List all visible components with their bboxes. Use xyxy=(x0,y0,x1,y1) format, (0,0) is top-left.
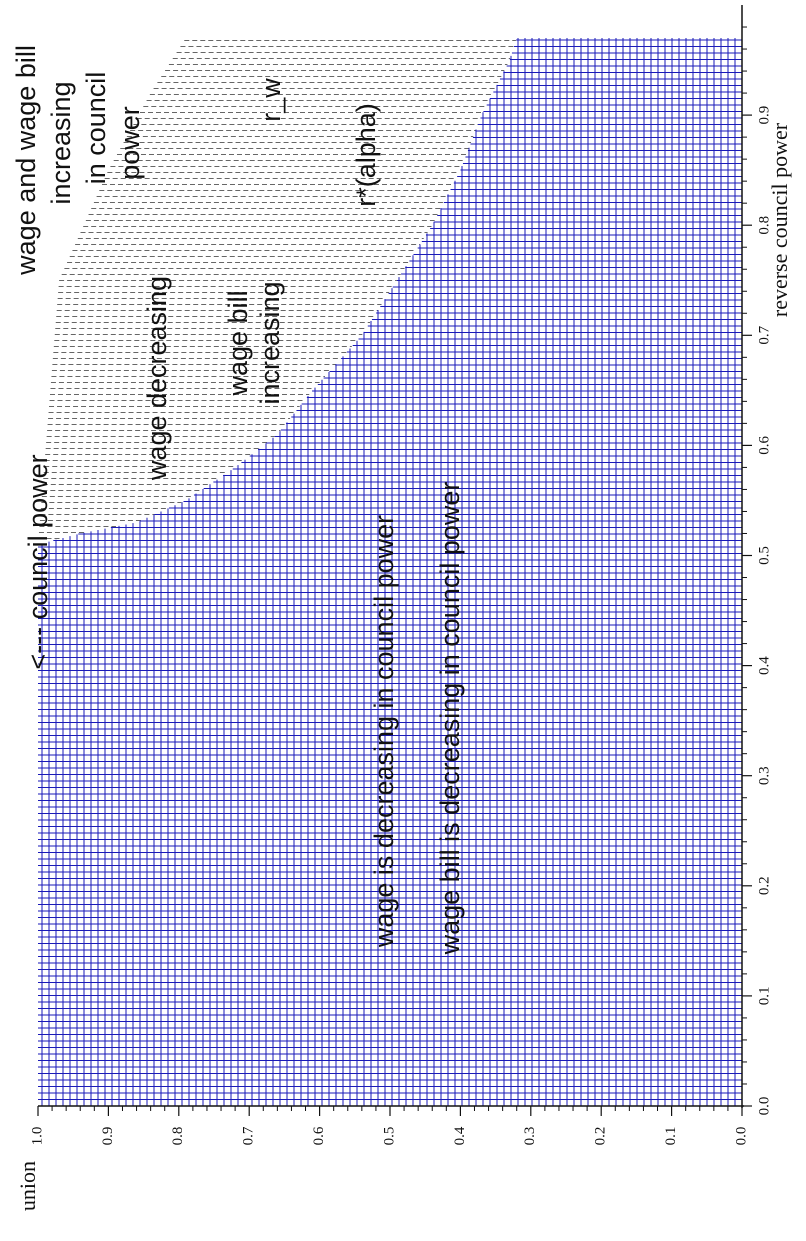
x-tick-label: 0.2 xyxy=(756,876,772,895)
y-tick-label: 0.6 xyxy=(311,1126,327,1145)
y-tick-label: 0.9 xyxy=(100,1127,116,1146)
x-tick-label: 0.5 xyxy=(756,546,772,565)
x-tick-label: 0.4 xyxy=(756,656,772,675)
annotation-in-council: in council xyxy=(81,72,111,185)
annotation-increasing-2: increasing xyxy=(46,81,76,204)
annotation-wage-decreasing-region: wage is decreasing in council power xyxy=(369,515,399,948)
y-tick-label: 0.1 xyxy=(663,1127,679,1146)
y-tick-label: 0.8 xyxy=(170,1127,186,1146)
region-layer xyxy=(38,38,743,1107)
x-tick-label: 0.3 xyxy=(756,766,772,785)
tick-layer: 0.0 0.1 0.2 0.3 0.4 0.5 0.6 0.7 0.8 0.9 0.0 0.1 0.2 0… xyxy=(29,26,772,1146)
x-tick-label: 0.6 xyxy=(756,436,772,455)
annotation-r-star-alpha: r*(alpha) xyxy=(351,103,381,207)
x-tick-label: 0.9 xyxy=(756,106,772,125)
y-tick-label: 0.3 xyxy=(522,1127,538,1146)
annotation-power: power xyxy=(115,106,145,180)
y-tick-label: 0.7 xyxy=(241,1126,257,1145)
annotation-wage-and-wage-bill: wage and wage bill xyxy=(11,45,41,276)
y-tick-label: 1.0 xyxy=(29,1127,45,1146)
x-tick-label: 0.7 xyxy=(756,325,772,344)
y-tick-label: 0.2 xyxy=(593,1127,609,1146)
annotation-wage-decreasing: wage decreasing xyxy=(142,276,172,481)
annotation-council-power: <--- council power xyxy=(23,454,53,669)
y-axis-label: union xyxy=(15,1161,40,1211)
annotation-wage-bill-decreasing-region: wage bill is decreasing in council power xyxy=(435,482,465,956)
y-tick-label: 0.0 xyxy=(733,1127,749,1146)
annotation-increasing: increasing xyxy=(255,281,285,404)
y-tick-label: 0.5 xyxy=(381,1127,397,1146)
axes xyxy=(38,5,744,1108)
x-tick-label: 0.8 xyxy=(756,216,772,235)
annotation-wage-bill: wage bill xyxy=(223,290,253,396)
y-tick-label: 0.4 xyxy=(452,1126,468,1145)
x-tick-label: 0.1 xyxy=(756,987,772,1006)
x-tick-label: 0.0 xyxy=(756,1097,772,1116)
annotation-r-w: r_w xyxy=(256,78,286,122)
x-axis-label: reverse council power xyxy=(767,122,792,317)
